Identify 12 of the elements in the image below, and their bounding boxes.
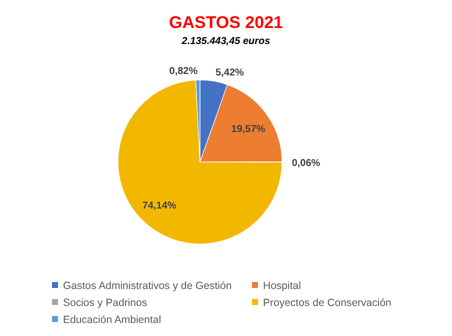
data-label: 0,82%	[169, 66, 198, 78]
chart-subtitle: 2.135.443,45 euros	[180, 36, 271, 47]
legend-label: Educación Ambiental	[63, 314, 162, 326]
legend-label: Proyectos de Conservación	[263, 297, 392, 309]
data-label: 5,42%	[216, 67, 244, 78]
legend-label: Hospital	[263, 280, 301, 292]
legend-label: Gastos Administrativos y de Gestión	[63, 280, 232, 292]
legend-label: Socios y Padrinos	[63, 297, 148, 309]
data-label: 19,57%	[231, 124, 266, 135]
data-label: 0,06%	[292, 158, 320, 170]
chart-title: GASTOS 2021	[168, 13, 284, 32]
data-label: 74,14%	[142, 200, 176, 212]
